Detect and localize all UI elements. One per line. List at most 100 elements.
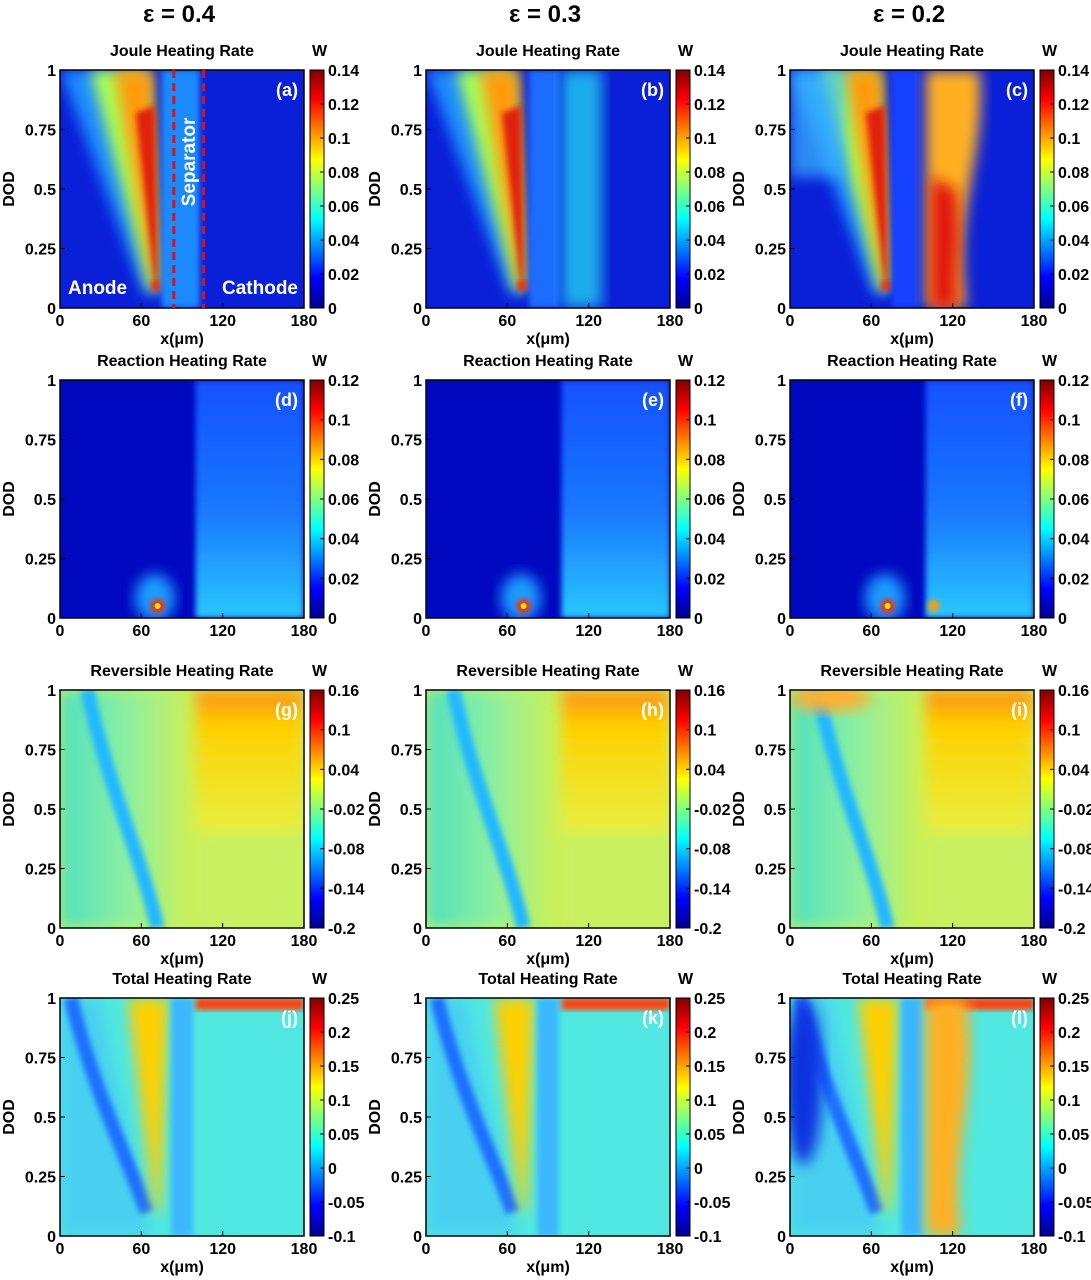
x-tick-label: 180 bbox=[291, 313, 318, 330]
x-tick-label: 120 bbox=[575, 1241, 602, 1258]
y-axis-label: DOD bbox=[731, 791, 748, 827]
y-tick-label: 0.25 bbox=[755, 242, 786, 259]
y-axis-label: DOD bbox=[367, 171, 384, 207]
y-tick-label: 1 bbox=[777, 63, 786, 80]
y-tick-label: 0.75 bbox=[25, 433, 56, 450]
colorbar-tick-label: 0.06 bbox=[694, 492, 725, 509]
x-tick-label: 0 bbox=[56, 623, 65, 640]
colorbar-tick-label: 0.04 bbox=[694, 233, 725, 250]
panel-d: Reaction Heating Rate W (d) 0 0.25 0.5 0.75 1 DO… bbox=[1, 353, 359, 640]
colorbar-tick-label: -0.02 bbox=[328, 802, 365, 819]
x-tick-label: 180 bbox=[657, 1241, 684, 1258]
colorbar-tick-label: 0 bbox=[328, 611, 337, 628]
panel-title: Reversible Heating Rate bbox=[90, 663, 273, 680]
colorbar-tick-label: -0.05 bbox=[328, 1195, 365, 1212]
colorbar-tick-label: 0.08 bbox=[328, 165, 359, 182]
y-tick-label: 0.75 bbox=[25, 1051, 56, 1068]
column-header-eps-0-2: ε = 0.2 bbox=[873, 1, 945, 28]
panel-title: Joule Heating Rate bbox=[110, 43, 254, 60]
x-axis-label: x(μm) bbox=[890, 951, 934, 968]
y-tick-label: 1 bbox=[413, 63, 422, 80]
x-tick-label: 0 bbox=[422, 933, 431, 950]
colorbar-tick-label: -0.14 bbox=[328, 881, 365, 898]
x-tick-label: 60 bbox=[498, 623, 516, 640]
colorbar-tick-label: 0 bbox=[694, 611, 703, 628]
colorbar-tick-label: 0.04 bbox=[694, 762, 725, 779]
colorbar-tick-label: -0.2 bbox=[1058, 921, 1086, 938]
colorbar bbox=[675, 69, 691, 309]
y-tick-label: 0 bbox=[47, 1229, 56, 1246]
y-tick-label: 0.25 bbox=[391, 242, 422, 259]
y-tick-label: 1 bbox=[47, 991, 56, 1008]
colorbar-tick-label: -0.08 bbox=[694, 842, 731, 859]
x-tick-label: 120 bbox=[939, 933, 966, 950]
panel-f: Reaction Heating Rate W (f) 0 0.25 0.5 0.75 1 DO… bbox=[731, 353, 1089, 640]
x-axis-label: x(μm) bbox=[526, 331, 570, 348]
panel-j: Total Heating Rate W (j) 0 0.25 0.5 0.75 1 DOD 0 6… bbox=[1, 971, 365, 1276]
colorbar-unit: W bbox=[312, 43, 328, 60]
y-tick-label: 0.75 bbox=[391, 433, 422, 450]
x-tick-label: 180 bbox=[291, 1241, 318, 1258]
x-tick-label: 0 bbox=[422, 623, 431, 640]
x-tick-label: 120 bbox=[939, 313, 966, 330]
x-tick-label: 0 bbox=[56, 933, 65, 950]
colorbar-tick-label: 0.04 bbox=[328, 532, 359, 549]
colorbar-tick-label: 0.25 bbox=[328, 991, 359, 1008]
panel-label: (d) bbox=[275, 390, 298, 410]
colorbar-tick-label: -0.08 bbox=[1058, 842, 1091, 859]
panel-label: (j) bbox=[281, 1008, 298, 1028]
colorbar-tick-label: 0.02 bbox=[1058, 267, 1089, 284]
y-tick-label: 1 bbox=[777, 683, 786, 700]
y-tick-label: 0.75 bbox=[25, 743, 56, 760]
colorbar-tick-label: 0 bbox=[1058, 611, 1067, 628]
colorbar-tick-label: 0.02 bbox=[328, 571, 359, 588]
x-tick-label: 60 bbox=[862, 933, 880, 950]
colorbar-tick-label: 0.08 bbox=[694, 452, 725, 469]
panel-title: Reaction Heating Rate bbox=[97, 353, 267, 370]
heatmap-field bbox=[60, 70, 304, 308]
x-tick-label: 0 bbox=[786, 313, 795, 330]
colorbar-unit: W bbox=[1042, 971, 1058, 988]
colorbar-tick-label: 0.16 bbox=[328, 683, 359, 700]
cathode-label: Cathode bbox=[222, 278, 298, 299]
anode-label: Anode bbox=[68, 278, 127, 299]
y-tick-label: 0 bbox=[777, 921, 786, 938]
colorbar-tick-label: -0.02 bbox=[694, 802, 731, 819]
y-tick-label: 0 bbox=[413, 301, 422, 318]
panel-title: Reversible Heating Rate bbox=[456, 663, 639, 680]
y-tick-label: 0.5 bbox=[764, 1110, 786, 1127]
colorbar-unit: W bbox=[312, 971, 328, 988]
y-tick-label: 0.5 bbox=[34, 182, 56, 199]
heatmap-field bbox=[790, 998, 1034, 1236]
colorbar-unit: W bbox=[678, 971, 694, 988]
heatmap-field bbox=[426, 70, 670, 308]
colorbar-unit: W bbox=[678, 353, 694, 370]
colorbar-tick-label: -0.14 bbox=[694, 881, 731, 898]
colorbar-tick-label: 0.05 bbox=[1058, 1127, 1089, 1144]
y-tick-label: 0.5 bbox=[34, 492, 56, 509]
y-tick-label: 0 bbox=[413, 1229, 422, 1246]
colorbar-tick-label: 0.08 bbox=[328, 452, 359, 469]
y-tick-label: 0.25 bbox=[25, 862, 56, 879]
colorbar-tick-label: 0.12 bbox=[694, 373, 725, 390]
panel-title: Total Heating Rate bbox=[478, 971, 617, 988]
colorbar-tick-label: 0.04 bbox=[1058, 233, 1089, 250]
x-tick-label: 120 bbox=[575, 623, 602, 640]
y-tick-label: 0.75 bbox=[755, 433, 786, 450]
y-tick-label: 0 bbox=[47, 301, 56, 318]
colorbar bbox=[675, 997, 691, 1237]
colorbar-unit: W bbox=[1042, 663, 1058, 680]
colorbar-unit: W bbox=[1042, 353, 1058, 370]
x-tick-label: 120 bbox=[209, 1241, 236, 1258]
x-tick-label: 60 bbox=[862, 313, 880, 330]
y-tick-label: 0 bbox=[777, 611, 786, 628]
heatmap-field bbox=[426, 380, 670, 618]
y-tick-label: 0.5 bbox=[34, 1110, 56, 1127]
y-tick-label: 1 bbox=[413, 683, 422, 700]
y-tick-label: 0.5 bbox=[400, 802, 422, 819]
y-tick-label: 0 bbox=[413, 921, 422, 938]
colorbar-tick-label: -0.1 bbox=[694, 1229, 722, 1246]
colorbar bbox=[309, 69, 325, 309]
colorbar-tick-label: 0.02 bbox=[328, 267, 359, 284]
y-tick-label: 0.5 bbox=[400, 1110, 422, 1127]
